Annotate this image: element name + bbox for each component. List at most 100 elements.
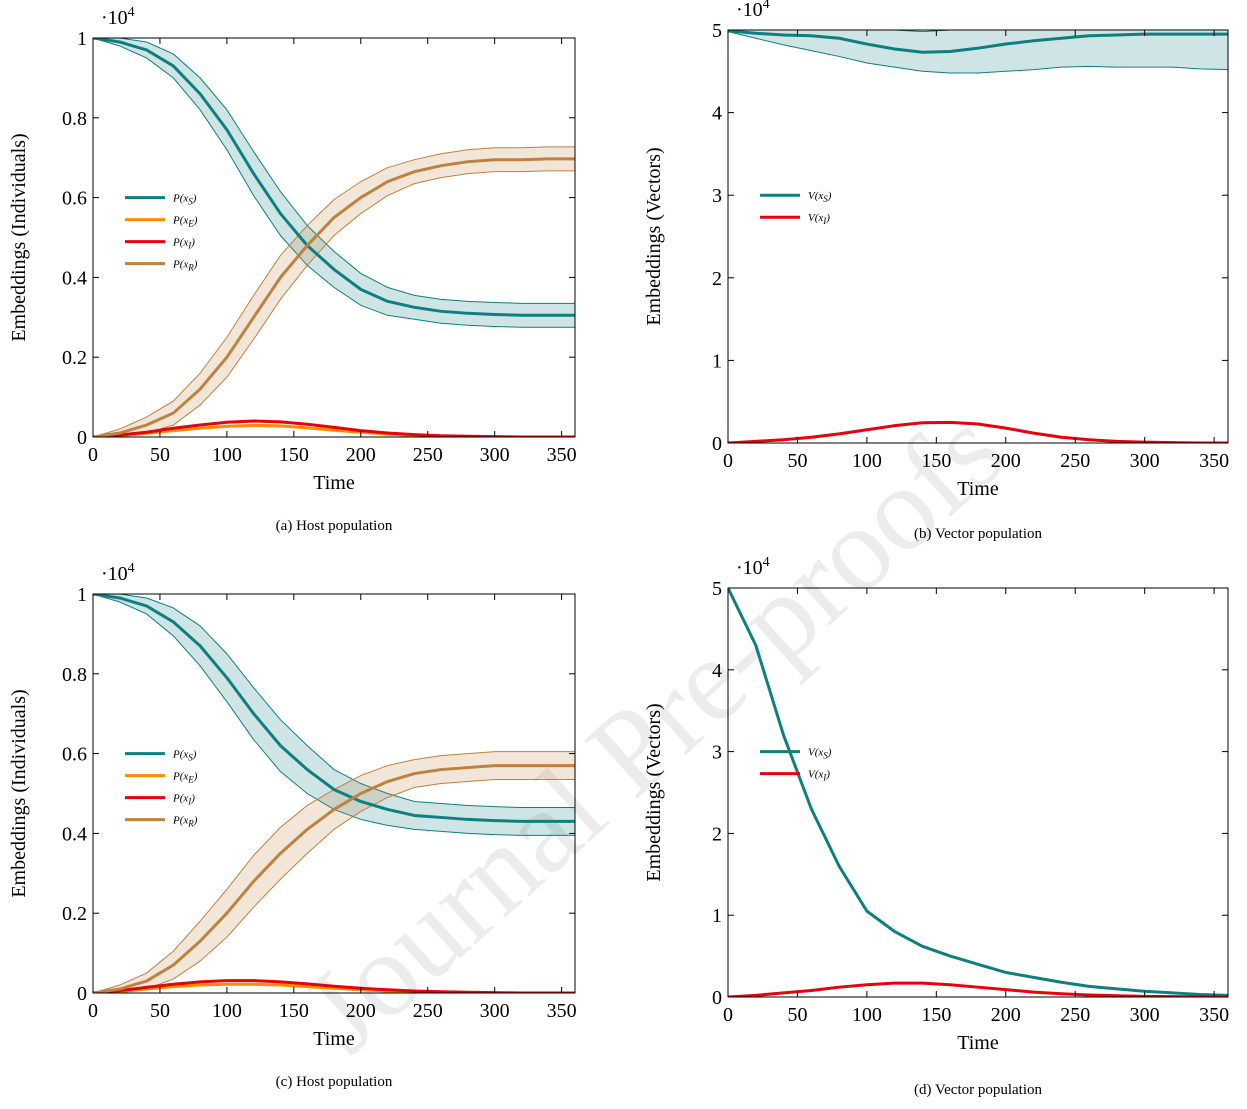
x-tick-label: 0 [88,1000,98,1022]
legend-label: P(xR) [172,815,198,829]
band-fill [93,146,575,437]
y-tick-label: 1 [77,584,87,606]
y-tick-label: 5 [712,578,722,600]
plot: 0 50 100 150 200 250 300 350 0 1 2 3 4 5 Time Embedding… [643,555,1229,1098]
y-tick-label: 4 [712,660,722,682]
x-tick-label: 300 [480,444,510,466]
y-tick-label: 0.8 [62,664,87,686]
legend-label: V(xS) [808,747,832,761]
plot: 0 50 100 150 200 250 300 350 0 0.2 0.4 0.6 0.8 1 Time E… [8,561,577,1090]
x-tick-label: 50 [150,444,170,466]
y-tick-label: 0 [77,983,87,1005]
x-tick-label: 250 [1060,1004,1090,1026]
y-tick-label: 0.8 [62,108,87,130]
band-edge [728,31,1228,74]
x-tick-label: 0 [88,444,98,466]
x-tick-label: 300 [1130,450,1160,472]
series-line [93,982,575,993]
legend-label: P(xS) [172,749,197,763]
band-edge [93,146,575,437]
axis-frame [92,37,576,438]
y-tick-label: 1 [712,350,722,372]
plot-area [728,30,1228,443]
y-tick-label: 0.6 [62,188,87,210]
x-tick-label: 200 [991,450,1021,472]
band-fill [93,594,575,836]
y-axis-label: Embeddings (Individuals) [8,133,30,341]
x-tick-label: 350 [547,1000,577,1022]
y-tick-label: 0.2 [62,347,87,369]
caption: (d) Vector population [914,1082,1043,1098]
x-tick-label: 150 [279,1000,309,1022]
band-edge [93,170,575,437]
y-tick-label: 0 [712,987,722,1009]
x-tick-label: 350 [1199,450,1229,472]
legend-label: P(xI) [172,793,195,807]
band-fill [93,38,575,328]
legend-label: P(xS) [172,193,197,207]
legend-label: P(xI) [172,237,195,251]
x-axis-label: Time [957,478,999,500]
x-tick-label: 0 [723,450,733,472]
legend-label: P(xR) [172,259,198,273]
x-tick-label: 100 [212,1000,242,1022]
axis-frame [92,593,576,994]
x-tick-label: 250 [413,1000,443,1022]
plot: 0 50 100 150 200 250 300 350 0 1 2 3 4 5 Time Embedding… [643,0,1229,542]
x-axis-label: Time [313,472,355,494]
x-tick-label: 200 [346,1000,376,1022]
axis-frame [727,587,1229,998]
y-tick-label: 5 [712,20,722,42]
series-line [93,157,575,437]
x-tick-label: 100 [852,1004,882,1026]
x-tick-label: 50 [787,1004,807,1026]
legend-label: P(xE) [172,215,198,229]
legend-label: V(xI) [808,212,830,226]
x-tick-label: 150 [279,444,309,466]
x-tick-label: 200 [346,444,376,466]
y-tick-label: 0.4 [62,267,87,289]
series-line [728,981,1228,997]
band-fill [93,751,575,993]
series-line [93,38,575,317]
y-tick-label: 2 [712,268,722,290]
y-tick-label: 3 [712,742,722,764]
series-line [93,423,575,437]
x-tick-label: 300 [480,1000,510,1022]
y-tick-label: 0.4 [62,823,87,845]
series-line [93,764,575,993]
legend-label: P(xE) [172,771,198,785]
x-tick-label: 0 [723,1004,733,1026]
x-tick-label: 100 [852,450,882,472]
x-tick-label: 200 [991,1004,1021,1026]
caption: (c) Host population [276,1074,393,1090]
y-axis-label: Embeddings (Vectors) [643,703,665,881]
band-edge [93,594,575,808]
x-tick-label: 350 [1199,1004,1229,1026]
y-tick-label: 0.6 [62,744,87,766]
y-axis-label: Embeddings (Individuals) [8,689,30,897]
y-tick-label: 3 [712,185,722,207]
caption: (b) Vector population [914,526,1043,542]
plot: 0 50 100 150 200 250 300 350 0 0.2 0.4 0.6 0.8 1 Time E… [8,5,577,534]
y-tick-label: 1 [712,905,722,927]
y-tick-label: 1 [77,28,87,50]
x-tick-label: 350 [547,444,577,466]
series-line [93,594,575,823]
plot-area [93,38,575,437]
x-tick-label: 100 [212,444,242,466]
y-scale-label: ·104 [101,561,135,585]
y-scale-label: ·104 [101,5,135,29]
y-tick-label: 0.2 [62,903,87,925]
caption: (a) Host population [276,518,393,534]
band-edge [93,38,575,304]
y-tick-label: 0 [77,427,87,449]
x-tick-label: 250 [413,444,443,466]
band-edge [93,38,575,328]
y-tick-label: 4 [712,103,722,125]
legend-label: V(xI) [808,769,830,783]
axis-frame [727,29,1229,444]
y-scale-label: ·104 [736,555,770,579]
x-tick-label: 50 [787,450,807,472]
